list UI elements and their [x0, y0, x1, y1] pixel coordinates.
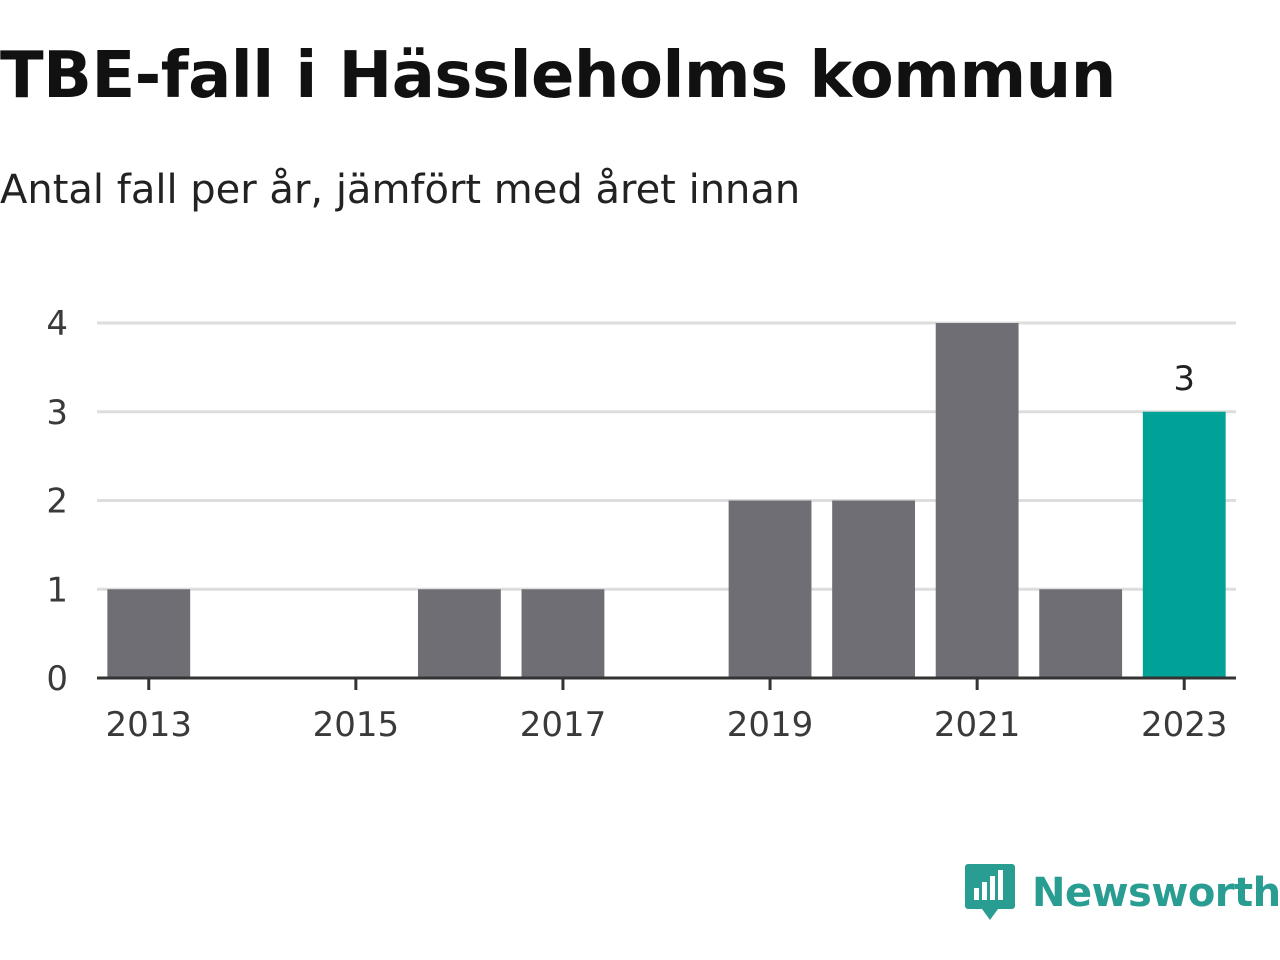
- x-tick-label-2015: 2015: [313, 705, 400, 745]
- bar-2013: [107, 589, 191, 678]
- bar-2021: [935, 323, 1019, 678]
- newsworthy-brand: Newsworthy: [964, 862, 1280, 924]
- chart-subtitle: Antal fall per år, jämfört med året inna…: [0, 167, 801, 213]
- bars: [107, 323, 1226, 678]
- y-tick-label-1: 1: [46, 570, 68, 610]
- newsworthy-logo-icon: [965, 864, 1015, 920]
- y-tick-label-4: 4: [46, 304, 68, 344]
- y-tick-label-0: 0: [46, 659, 68, 699]
- data-label-2023: 3: [1173, 359, 1195, 399]
- x-tick-label-2021: 2021: [934, 705, 1021, 745]
- x-tick-label-2023: 2023: [1141, 705, 1228, 745]
- x-tick-label-2019: 2019: [727, 705, 814, 745]
- chart-title: TBE-fall i Hässleholms kommun: [0, 39, 1116, 113]
- y-tick-label-2: 2: [46, 482, 68, 522]
- brand-name: Newsworthy: [1032, 870, 1280, 916]
- x-tick-label-2017: 2017: [520, 705, 607, 745]
- bar-2022: [1039, 589, 1123, 678]
- x-tick-label-2013: 2013: [106, 705, 193, 745]
- bar-2016: [417, 589, 501, 678]
- axes: 0 1 2 3 4 2013 2015 2017 2019 2021 2023: [46, 304, 1236, 745]
- bar-2023: [1142, 411, 1226, 678]
- bar-2019: [728, 500, 812, 678]
- y-tick-label-3: 3: [46, 393, 68, 433]
- bar-2017: [521, 589, 605, 678]
- bar-2020: [832, 500, 916, 678]
- data-labels: 3: [1173, 359, 1195, 399]
- grid-lines: [97, 321, 1236, 591]
